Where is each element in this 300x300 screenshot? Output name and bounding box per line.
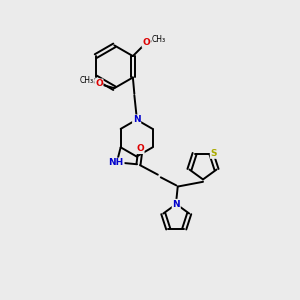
- Text: NH: NH: [109, 158, 124, 167]
- Text: O: O: [95, 79, 103, 88]
- Text: O: O: [142, 38, 150, 47]
- Text: N: N: [133, 115, 140, 124]
- Text: N: N: [172, 200, 180, 208]
- Text: CH₃: CH₃: [79, 76, 94, 85]
- Text: S: S: [211, 149, 217, 158]
- Text: O: O: [136, 144, 144, 153]
- Text: CH₃: CH₃: [152, 34, 166, 43]
